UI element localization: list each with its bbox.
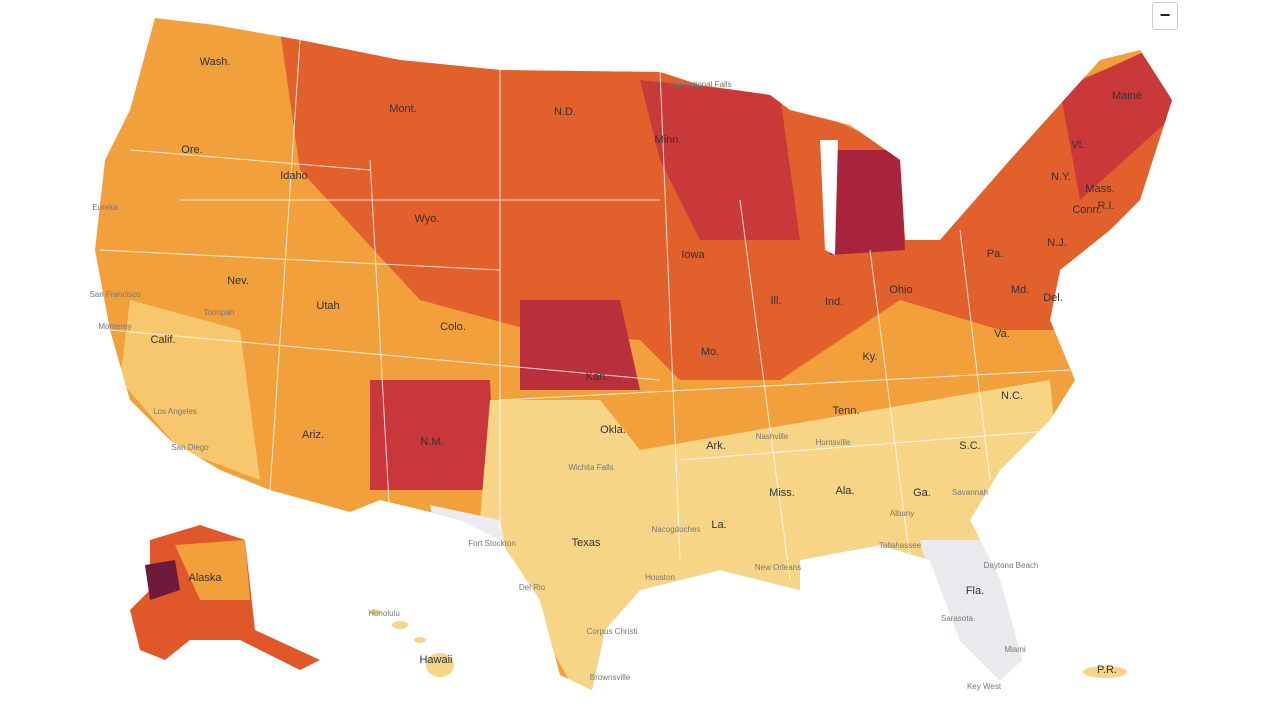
city-label: Tonopah (204, 308, 235, 317)
state-label: Texas (572, 537, 601, 549)
state-label: Kan. (586, 371, 609, 383)
state-label: Colo. (440, 321, 466, 333)
labels: Wash. Ore. Calif. Idaho Nev. Mont. Wyo. Utah Ari… (89, 56, 1142, 691)
city-label: San Francisco (89, 290, 141, 299)
city-label: Monterey (98, 322, 131, 331)
lake-michigan (820, 140, 838, 255)
state-label: N.D. (554, 106, 576, 118)
state-label: P.R. (1097, 664, 1117, 676)
city-label: San Diego (171, 443, 209, 452)
city-label: Del Rio (519, 583, 546, 592)
city-label: Daytona Beach (984, 561, 1039, 570)
state-label: Hawaii (419, 654, 452, 666)
city-label: Houston (645, 573, 675, 582)
state-label: Idaho (280, 170, 308, 182)
state-label: Tenn. (833, 405, 860, 417)
state-label: Md. (1011, 284, 1029, 296)
state-label: La. (711, 519, 726, 531)
city-label: Nacogdoches (652, 525, 701, 534)
city-label: New Orleans (755, 563, 801, 572)
state-label: Nev. (227, 275, 249, 287)
state-label: Ariz. (302, 429, 324, 441)
city-label: Eureka (92, 203, 118, 212)
zoom-out-button[interactable]: − (1152, 2, 1178, 30)
hawaii (369, 609, 454, 677)
city-label: Sarasota (941, 614, 974, 623)
state-label: N.Y. (1051, 171, 1071, 183)
alaska-region (175, 540, 250, 600)
state-label: Va. (994, 328, 1010, 340)
city-label: Honolulu (368, 609, 400, 618)
city-label: Wichita Falls (568, 463, 613, 472)
alaska-region (145, 560, 180, 600)
state-label: Ind. (825, 296, 843, 308)
city-label: Miami (1004, 645, 1026, 654)
state-label: Calif. (150, 334, 175, 346)
state-label: Iowa (681, 249, 705, 261)
state-label: Ore. (181, 144, 202, 156)
city-label: Tallahassee (879, 541, 922, 550)
state-label: Wyo. (415, 213, 440, 225)
state-label: Mo. (701, 346, 719, 358)
city-label: Brownsville (590, 673, 631, 682)
city-label: International Falls (668, 80, 731, 89)
state-label: Okla. (600, 424, 626, 436)
city-label: Albany (890, 509, 914, 518)
state-label: Utah (316, 300, 339, 312)
state-label: Miss. (769, 487, 795, 499)
state-label: Ala. (836, 485, 855, 497)
puerto-rico (1083, 666, 1127, 678)
state-label: Maine (1112, 90, 1142, 102)
state-label: Ky. (862, 351, 877, 363)
state-label: S.C. (959, 440, 980, 452)
state-label: R.I. (1097, 200, 1114, 212)
state-label: N.C. (1001, 390, 1023, 402)
state-label: Ill. (771, 295, 782, 307)
city-label: Huntsville (816, 438, 851, 447)
state-label: Minn. (655, 134, 682, 146)
city-label: Fort Stockton (468, 539, 516, 548)
state-label: Mont. (389, 103, 417, 115)
state-label: Mass. (1085, 183, 1114, 195)
state-label: Del. (1043, 292, 1063, 304)
state-label: N.M. (420, 436, 443, 448)
state-label: N.J. (1047, 237, 1067, 249)
city-label: Los Angeles (153, 407, 197, 416)
state-label: Pa. (987, 248, 1004, 260)
state-label: Vt. (1071, 139, 1084, 151)
state-label: Ohio (889, 284, 912, 296)
state-label: Ga. (913, 487, 931, 499)
state-label: Alaska (188, 572, 222, 584)
city-label: Nashville (756, 432, 789, 441)
state-label: Ark. (706, 440, 726, 452)
state-label: Wash. (200, 56, 231, 68)
city-label: Corpus Christi (587, 627, 638, 636)
state-label: Fla. (966, 585, 984, 597)
state-label: Conn. (1072, 204, 1101, 216)
city-label: Savannah (952, 488, 988, 497)
city-label: Key West (967, 682, 1002, 691)
